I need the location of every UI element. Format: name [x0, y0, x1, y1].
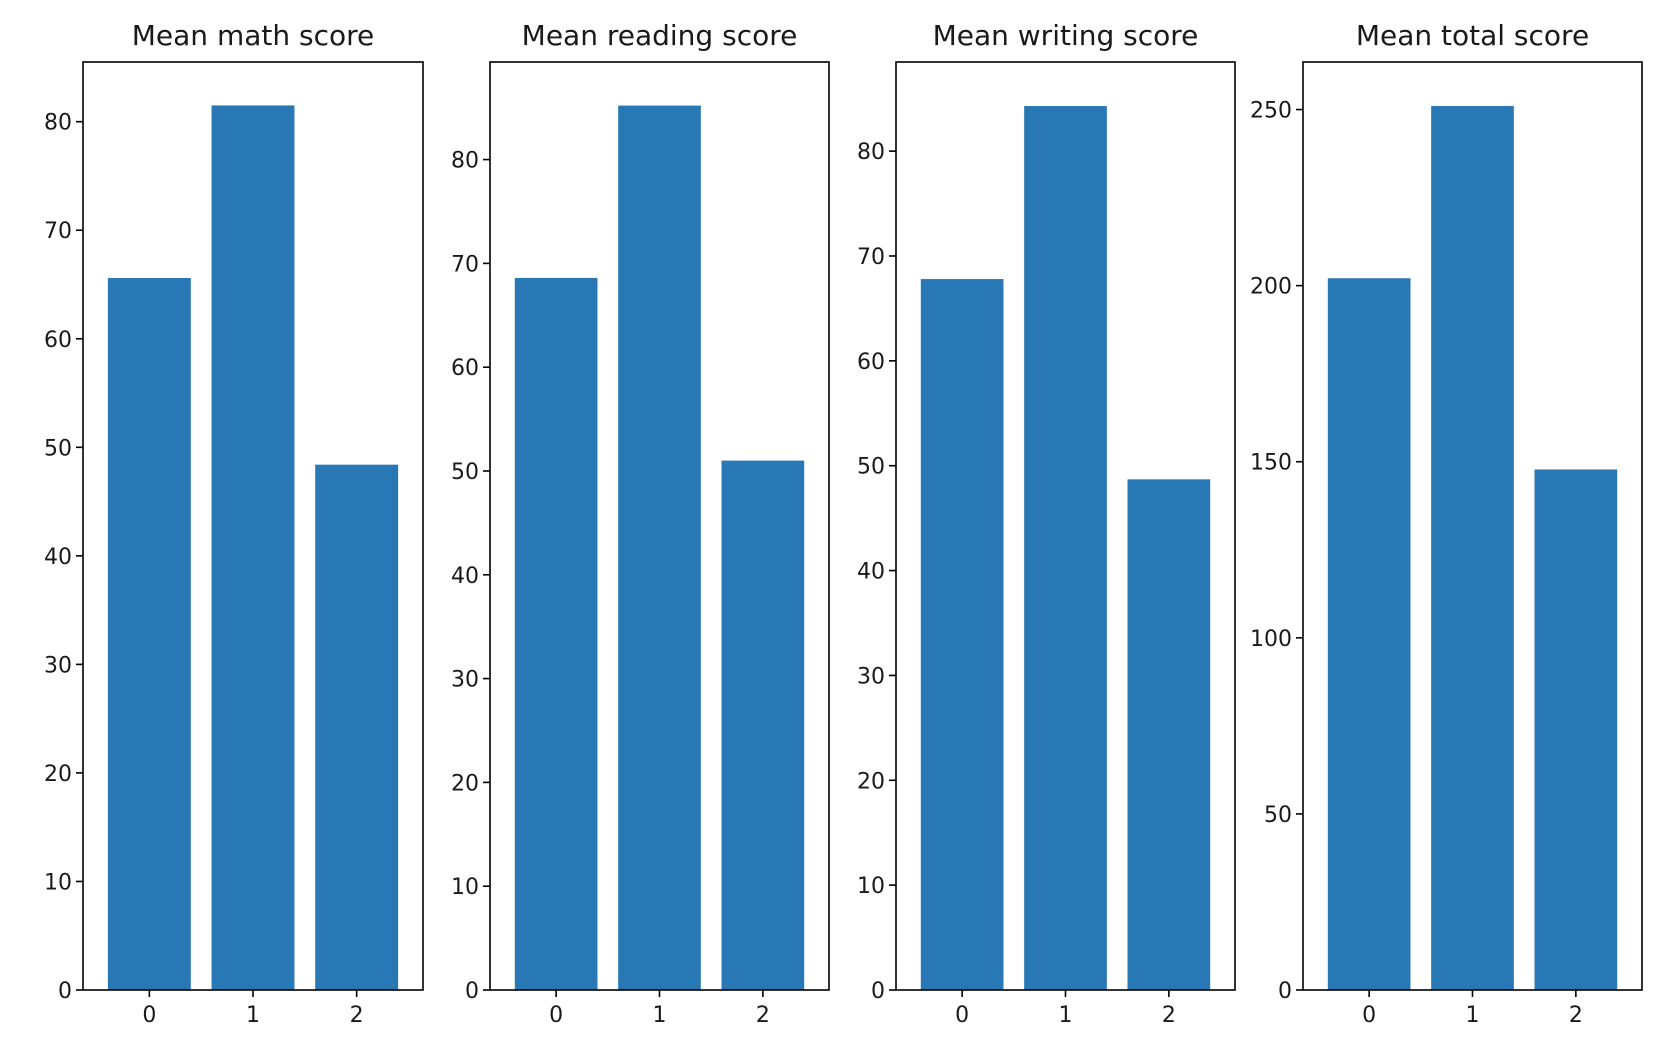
y-tick-label: 30: [44, 653, 72, 678]
x-tick-label: 0: [1362, 1003, 1376, 1028]
y-tick-label: 100: [1250, 627, 1292, 652]
chart-title: Mean reading score: [522, 19, 798, 52]
x-tick-label: 2: [350, 1003, 364, 1028]
y-tick-label: 0: [1278, 979, 1292, 1004]
y-tick-label: 10: [857, 874, 885, 899]
y-tick-label: 70: [451, 252, 479, 277]
y-tick-label: 80: [451, 149, 479, 174]
bar-2: [315, 464, 399, 990]
y-tick-label: 50: [1264, 803, 1292, 828]
y-tick-label: 20: [44, 762, 72, 787]
chart-title: Mean total score: [1356, 19, 1589, 52]
bar-0: [1327, 278, 1411, 990]
bar-2: [1534, 469, 1618, 991]
y-tick-label: 250: [1250, 99, 1292, 124]
x-tick-label: 1: [246, 1003, 260, 1028]
y-tick-label: 150: [1250, 451, 1292, 476]
x-tick-label: 2: [1569, 1003, 1583, 1028]
y-tick-label: 200: [1250, 275, 1292, 300]
x-tick-label: 2: [1162, 1003, 1176, 1028]
bar-1: [1024, 106, 1107, 991]
y-tick-label: 80: [857, 140, 885, 165]
x-tick-label: 1: [1466, 1003, 1480, 1028]
y-tick-label: 0: [58, 979, 72, 1004]
x-tick-label: 2: [756, 1003, 770, 1028]
bar-1: [1431, 106, 1514, 991]
chart-title: Mean math score: [132, 19, 374, 52]
y-tick-label: 0: [871, 979, 885, 1004]
y-tick-label: 60: [451, 356, 479, 381]
bar-1: [211, 105, 295, 990]
x-tick-label: 1: [653, 1003, 667, 1028]
bar-0: [920, 279, 1004, 990]
y-tick-label: 60: [857, 350, 885, 375]
y-tick-label: 50: [857, 455, 885, 480]
x-tick-label: 1: [1059, 1003, 1073, 1028]
y-tick-label: 50: [44, 436, 72, 461]
y-tick-label: 20: [857, 769, 885, 794]
chart-panel-1: Mean reading score 0 10 20 30 40 50 60 70 80 0 1 2: [451, 19, 830, 1028]
y-tick-label: 80: [44, 111, 72, 136]
y-tick-label: 40: [44, 545, 72, 570]
x-tick-label: 0: [955, 1003, 969, 1028]
y-tick-label: 0: [465, 979, 479, 1004]
y-tick-label: 70: [857, 245, 885, 270]
chart-panel-0: Mean math score 0 10 20 30 40 50 60 70 80 0 1 2: [44, 19, 424, 1028]
axes-frame: [1302, 61, 1643, 991]
chart-title: Mean writing score: [933, 19, 1199, 52]
y-tick-label: 30: [451, 668, 479, 693]
chart-panel-3: Mean total score 0 50 100 150 200 250 0 1 2: [1250, 19, 1643, 1028]
y-tick-label: 20: [451, 771, 479, 796]
axes-frame: [82, 61, 424, 991]
y-tick-label: 70: [44, 219, 72, 244]
x-tick-label: 0: [142, 1003, 156, 1028]
y-tick-label: 40: [857, 560, 885, 585]
bar-1: [618, 105, 701, 991]
axes-frame: [895, 61, 1236, 991]
bar-2: [1127, 479, 1211, 990]
y-tick-label: 30: [857, 664, 885, 689]
bar-0: [107, 277, 191, 991]
y-tick-label: 40: [451, 564, 479, 589]
bar-2: [721, 460, 805, 991]
x-tick-label: 0: [549, 1003, 563, 1028]
y-tick-label: 10: [44, 870, 72, 895]
y-tick-label: 50: [451, 460, 479, 485]
y-tick-label: 60: [44, 328, 72, 353]
y-tick-label: 10: [451, 875, 479, 900]
axes-frame: [489, 61, 830, 991]
bar-0: [514, 277, 598, 990]
chart-panel-2: Mean writing score 0 10 20 30 40 50 60 70 80 0 1 2: [857, 19, 1236, 1028]
